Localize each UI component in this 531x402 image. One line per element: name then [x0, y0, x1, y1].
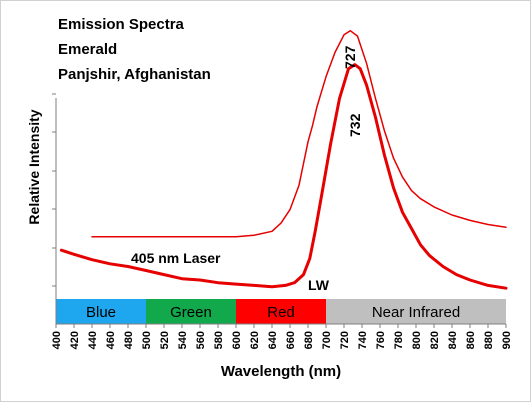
x-tick-labels: 400 420 440 460 480 500 520 540 560 580 600 620 640 6…	[51, 324, 513, 349]
band-green	[146, 299, 236, 324]
chart-subtitle-mineral: Emerald	[58, 41, 118, 58]
band-label-near-infrared: Near Infrared	[372, 304, 460, 321]
band-label-green: Green	[170, 304, 212, 321]
series-labels: 405 nm Laser LW 727 732	[131, 45, 363, 293]
x-tick-label-760: 760	[375, 331, 387, 349]
x-tick-label-880: 880	[483, 331, 495, 349]
x-tick-label-900: 900	[501, 331, 513, 349]
x-tick-label-740: 740	[357, 331, 369, 349]
band-label-blue: Blue	[86, 304, 116, 321]
series-line-0	[91, 29, 507, 238]
axes	[52, 93, 506, 325]
x-tick-label-600: 600	[231, 331, 243, 349]
series-label-laser: 405 nm Laser	[131, 250, 221, 266]
x-tick-label-500: 500	[141, 331, 153, 349]
x-tick-label-420: 420	[69, 331, 81, 349]
x-tick-label-540: 540	[177, 331, 189, 349]
color-bands: Blue Green Red Near Infrared	[56, 299, 506, 324]
x-tick-label-840: 840	[447, 331, 459, 349]
series-lines	[59, 29, 508, 290]
x-tick-label-460: 460	[105, 331, 117, 349]
x-tick-label-560: 560	[195, 331, 207, 349]
x-tick-label-640: 640	[267, 331, 279, 349]
chart-title: Emission Spectra	[58, 16, 184, 33]
x-tick-label-400: 400	[51, 331, 63, 349]
x-tick-label-820: 820	[429, 331, 441, 349]
x-tick-label-620: 620	[249, 331, 261, 349]
peak-label-727: 727	[342, 45, 358, 69]
band-blue	[56, 299, 146, 324]
y-axis-label: Relative Intensity	[26, 109, 42, 224]
series-line-1	[59, 63, 508, 290]
x-tick-label-440: 440	[87, 331, 99, 349]
x-tick-label-520: 520	[159, 331, 171, 349]
x-tick-label-700: 700	[321, 331, 333, 349]
x-tick-label-580: 580	[213, 331, 225, 349]
band-near-infrared	[326, 299, 506, 324]
band-red	[236, 299, 326, 324]
x-tick-label-660: 660	[285, 331, 297, 349]
chart-subtitle-locality: Panjshir, Afghanistan	[58, 66, 211, 83]
x-axis-label: Wavelength (nm)	[221, 363, 341, 380]
band-label-red: Red	[267, 304, 295, 321]
x-tick-label-680: 680	[303, 331, 315, 349]
x-tick-label-780: 780	[393, 331, 405, 349]
x-tick-label-800: 800	[411, 331, 423, 349]
x-tick-label-860: 860	[465, 331, 477, 349]
peak-label-732: 732	[347, 113, 363, 137]
series-label-lw: LW	[308, 277, 330, 293]
x-tick-label-720: 720	[339, 331, 351, 349]
x-tick-label-480: 480	[123, 331, 135, 349]
